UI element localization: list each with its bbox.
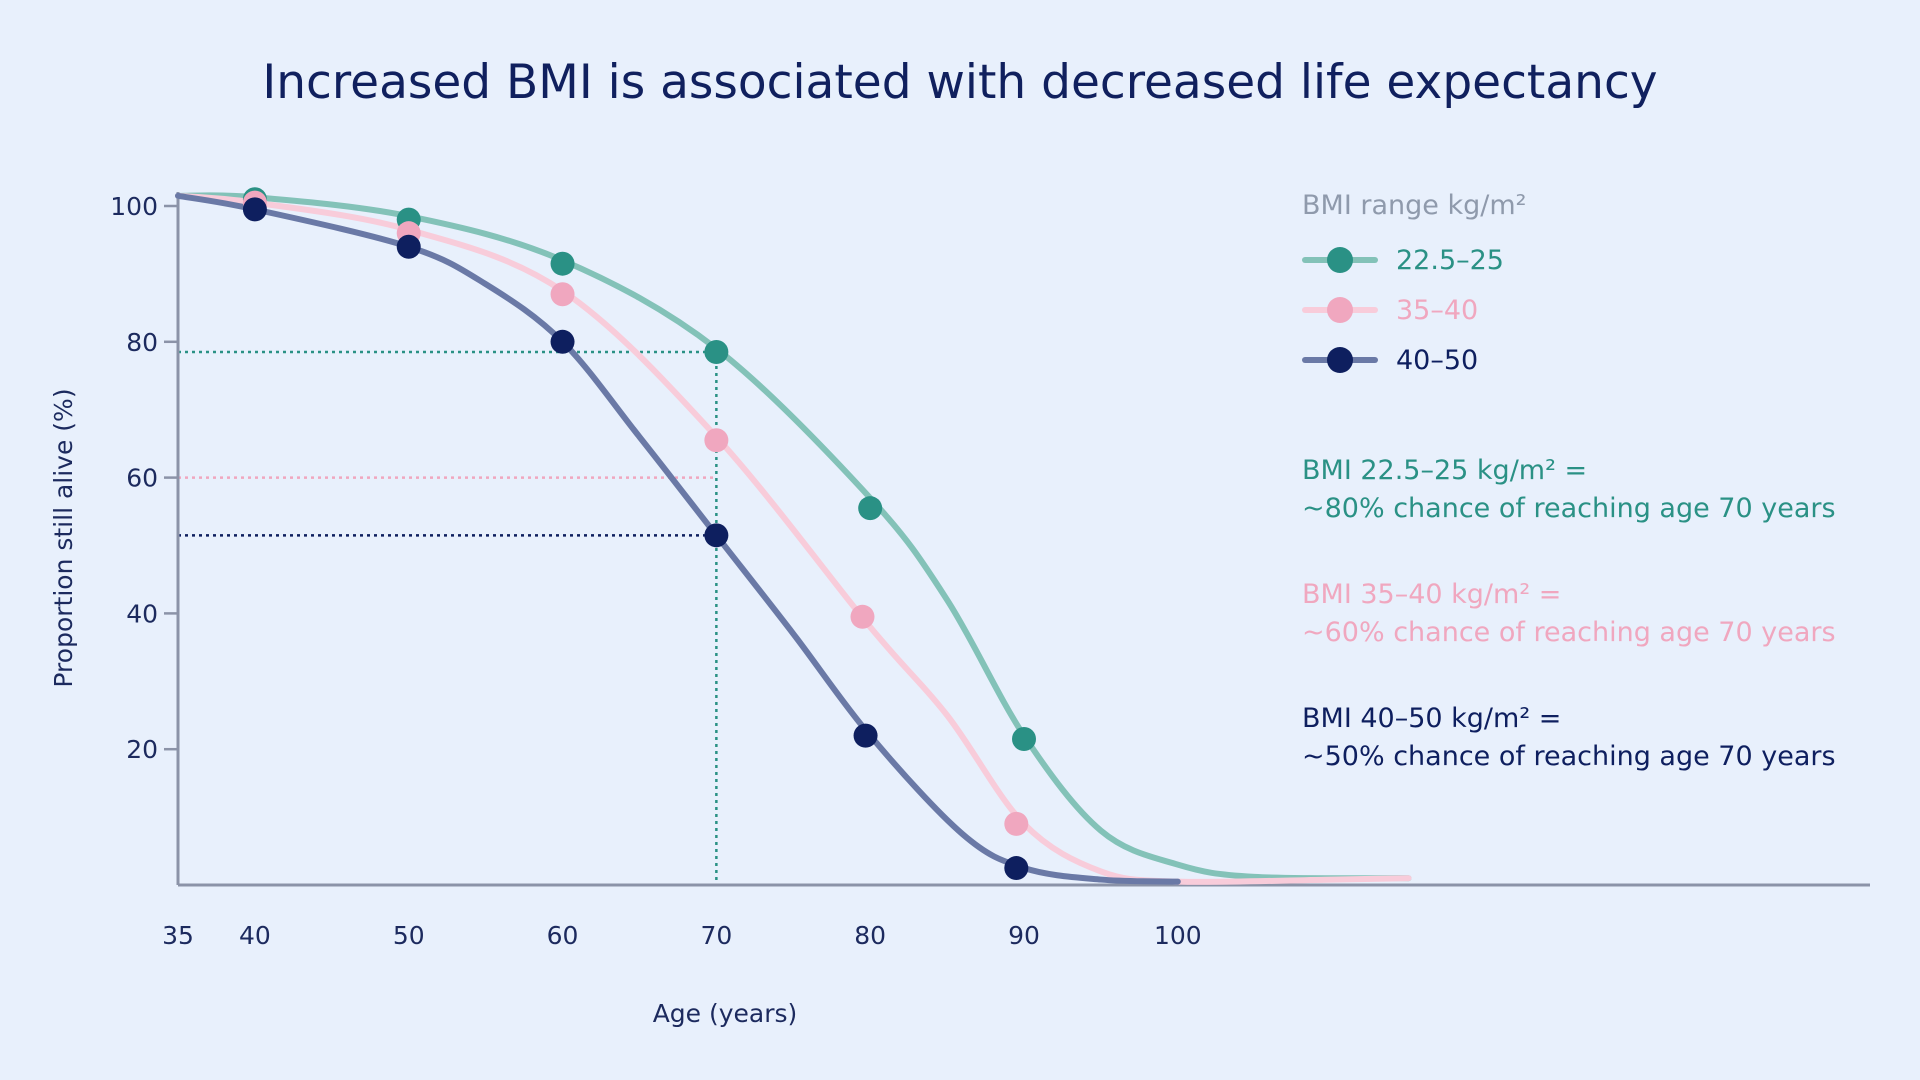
data-point-40-50-age-70	[704, 523, 729, 548]
legend-swatch-40-50	[1302, 347, 1378, 373]
data-point-40-50-age-40	[242, 197, 267, 222]
data-point-22-5-25-age-90	[1012, 727, 1036, 752]
note-bmi-22-5-25-line1: BMI 22.5–25 kg/m² =	[1302, 455, 1588, 486]
note-bmi-22-5-25-line2: ~80% chance of reaching age 70 years	[1302, 493, 1836, 524]
data-point-40-50-age-60	[550, 329, 575, 354]
x-tick-label-50: 50	[393, 921, 425, 950]
note-bmi-35-40-line1: BMI 35–40 kg/m² =	[1302, 579, 1562, 610]
y-axis-label: Proportion still alive (%)	[49, 388, 78, 687]
legend-item-40-50: 40–50	[1302, 335, 1526, 385]
note-bmi-40-50-line2: ~50% chance of reaching age 70 years	[1302, 741, 1836, 772]
annotation-notes: BMI 22.5–25 kg/m² = ~80% chance of reach…	[1302, 452, 1836, 824]
note-bmi-22-5-25: BMI 22.5–25 kg/m² = ~80% chance of reach…	[1302, 452, 1836, 528]
note-bmi-35-40-line2: ~60% chance of reaching age 70 years	[1302, 617, 1836, 648]
legend-label-40-50: 40–50	[1396, 344, 1479, 376]
legend-item-22-5-25: 22.5–25	[1302, 235, 1526, 285]
x-tick-label-90: 90	[1008, 921, 1040, 950]
legend-label-22-5-25: 22.5–25	[1396, 244, 1504, 276]
legend-label-35-40: 35–40	[1396, 294, 1479, 326]
legend-swatch-35-40	[1302, 297, 1378, 323]
data-point-35-40-age-89.5	[1004, 811, 1029, 836]
y-tick-label-100: 100	[110, 192, 158, 221]
legend: BMI range kg/m² 22.5–25 35–40 40–50	[1302, 190, 1526, 385]
data-point-40-50-age-50	[396, 234, 421, 259]
x-tick-label-35: 35	[162, 921, 194, 950]
x-tick-label-70: 70	[700, 921, 732, 950]
series-line-22-5-25	[175, 192, 1412, 882]
data-point-22-5-25-age-60	[550, 251, 575, 276]
series-line-35-40	[175, 192, 1412, 885]
legend-item-35-40: 35–40	[1302, 285, 1526, 335]
data-point-40-50-age-79.7	[853, 723, 878, 748]
legend-swatch-22-5-25	[1302, 247, 1378, 273]
note-bmi-40-50-line1: BMI 40–50 kg/m² =	[1302, 703, 1562, 734]
series-line-40-50	[175, 192, 1181, 885]
data-point-35-40-age-79.5	[850, 604, 875, 629]
data-point-22-5-25-age-70	[704, 339, 729, 364]
y-tick-label-80: 80	[126, 328, 158, 357]
x-tick-label-40: 40	[239, 921, 271, 950]
data-point-35-40-age-70	[704, 428, 729, 453]
data-point-22-5-25-age-80	[858, 496, 883, 521]
y-tick-label-40: 40	[126, 599, 158, 628]
x-tick-label-100: 100	[1154, 921, 1202, 950]
x-axis-label: Age (years)	[653, 999, 798, 1028]
legend-title: BMI range kg/m²	[1302, 190, 1527, 221]
x-tick-label-60: 60	[547, 921, 579, 950]
chart-title: Increased BMI is associated with decreas…	[262, 55, 1658, 110]
note-bmi-35-40: BMI 35–40 kg/m² = ~60% chance of reachin…	[1302, 576, 1836, 652]
x-tick-label-80: 80	[854, 921, 886, 950]
note-bmi-40-50: BMI 40–50 kg/m² = ~50% chance of reachin…	[1302, 700, 1836, 776]
y-tick-label-20: 20	[126, 735, 158, 764]
data-point-40-50-age-89.5	[1004, 856, 1029, 881]
y-tick-label-60: 60	[126, 464, 158, 493]
data-point-35-40-age-60	[550, 282, 575, 307]
